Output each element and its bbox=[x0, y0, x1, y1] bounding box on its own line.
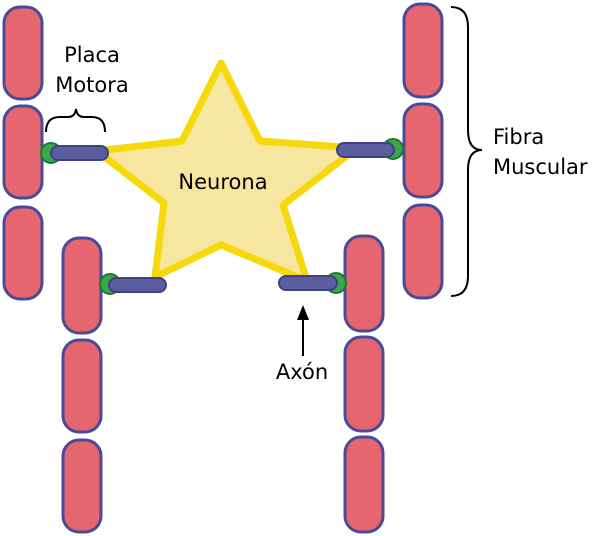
muscle-fiber-brace bbox=[450, 6, 483, 297]
muscle-segment bbox=[343, 234, 385, 333]
axon-lower-right bbox=[278, 275, 338, 291]
muscle-segment bbox=[343, 435, 385, 534]
muscle-segment bbox=[61, 236, 103, 335]
muscle-segment bbox=[402, 2, 444, 99]
muscle-segment bbox=[2, 205, 44, 301]
motor-plate-label-line2: Motora bbox=[55, 73, 129, 97]
muscle-segment bbox=[61, 338, 103, 434]
muscle-segment bbox=[2, 104, 44, 200]
neuron-body bbox=[93, 59, 361, 285]
muscle-segment bbox=[402, 203, 444, 300]
muscle-segment bbox=[2, 5, 44, 101]
muscle-fiber-lower-right bbox=[343, 234, 385, 534]
muscle-fiber-left bbox=[2, 5, 44, 301]
motor-plate-label-line1: Placa bbox=[64, 43, 120, 67]
axon-upper-right bbox=[336, 142, 395, 158]
axon-upper-left bbox=[50, 145, 109, 161]
muscle-segment bbox=[402, 102, 444, 199]
muscle-segment bbox=[343, 335, 385, 433]
axon-label: Axón bbox=[276, 360, 328, 384]
neuron-label: Neurona bbox=[178, 170, 267, 194]
muscle-segment bbox=[61, 438, 103, 534]
muscle-fiber-lower-left bbox=[61, 236, 103, 534]
axon-lower-left bbox=[108, 277, 167, 293]
motor-plate-brace bbox=[45, 108, 106, 133]
muscle-fiber-label-line2: Muscular bbox=[493, 155, 588, 179]
muscle-fiber-label-line1: Fibra bbox=[493, 125, 544, 149]
axon-arrow-head bbox=[297, 305, 309, 320]
muscle-fiber-right bbox=[402, 2, 444, 300]
